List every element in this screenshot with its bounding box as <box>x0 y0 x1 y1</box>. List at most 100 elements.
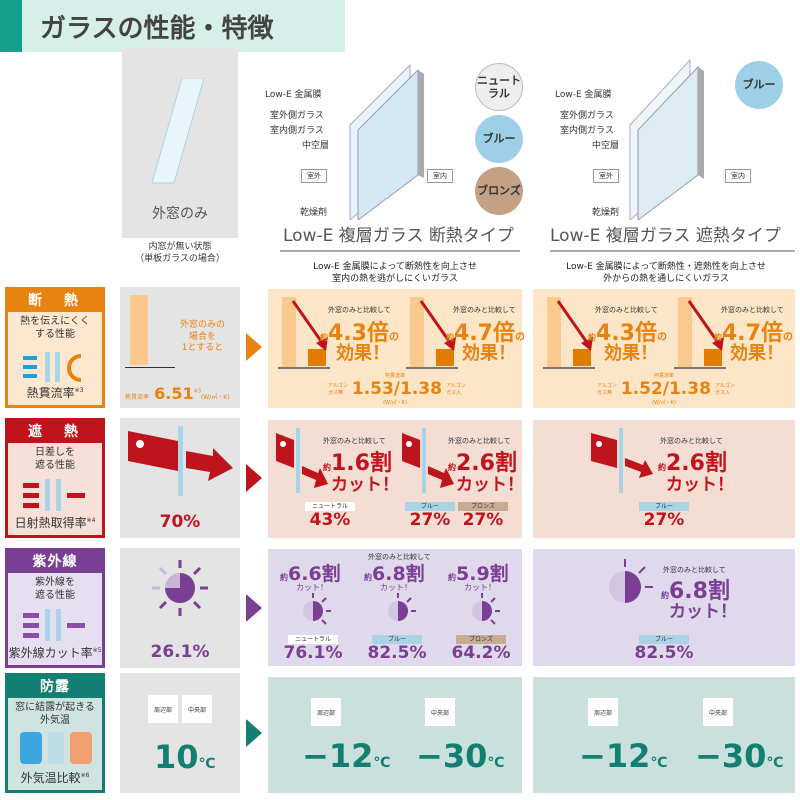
label-inside: 室内 <box>725 169 751 183</box>
compare-text: 外窓のみと比較して <box>721 306 784 314</box>
compare-text: 外窓のみと比較して <box>368 553 431 561</box>
effect-value: 4.7倍 <box>454 321 515 346</box>
cut-value: 6.8割 <box>372 563 425 585</box>
solar-base-panel: 70% <box>120 418 240 538</box>
sunlight-arrow-icon <box>402 428 454 493</box>
arrow-right-icon <box>246 719 262 747</box>
approx-text: 約 <box>320 333 328 342</box>
approx-text: 約 <box>661 591 669 600</box>
base-temp: 10 <box>154 738 199 776</box>
color-chip-neutral: ニュートラル <box>288 635 338 644</box>
compare-text: 外窓のみと比較して <box>663 566 726 574</box>
single-glass-icon <box>152 78 205 184</box>
color-chip-blue: ブルー <box>639 635 689 644</box>
heat-flow-icon <box>23 352 82 382</box>
footnote: ※4 <box>86 517 96 524</box>
label-outer-glass: 室外側ガラス <box>270 111 324 121</box>
title-accent <box>0 0 22 52</box>
unit: (W/㎡・K) <box>200 394 230 401</box>
row-label-dew: 防露 窓に結露が起きる 外気温 外気温比較※6 <box>5 673 105 793</box>
title-banner <box>0 0 345 52</box>
label-low-e: Low-E 金属膜 <box>265 90 322 100</box>
edge-label: 周辺部 <box>148 695 178 723</box>
type-description: Low-E 金属膜によって断熱性を向上させ 室内の熱を逃がしにくいガラス <box>313 262 477 285</box>
glass-icon <box>48 732 64 764</box>
cold-thermometer-icon <box>20 732 42 764</box>
u-value: 1.52/1.38 <box>620 379 711 399</box>
cut-text: カット！ <box>456 475 524 495</box>
compare-text: 外窓のみと比較して <box>323 437 386 445</box>
warm-thermometer-icon <box>70 732 92 764</box>
effect-value: 4.7倍 <box>722 321 783 346</box>
row-label-uv: 紫外線 紫外線を 遮る性能 紫外線カット率※5 <box>5 548 105 668</box>
row-subtitle: 紫外線を 遮る性能 <box>35 577 75 601</box>
effect-text: 効果！ <box>730 343 784 364</box>
compare-text: 外窓のみと比較して <box>448 437 511 445</box>
label-desiccant: 乾燥剤 <box>592 208 620 218</box>
suffix-text: の <box>388 332 399 343</box>
cut-value: 2.6割 <box>456 451 517 476</box>
suffix-text: の <box>656 332 667 343</box>
page-title: ガラスの性能・特徴 <box>40 14 274 44</box>
center-label: 中央部 <box>703 698 733 726</box>
cut-value: 2.6割 <box>666 451 727 476</box>
heat-base-panel: 外窓のみの 場合を 1とすると 熱貫流率 6.51※3(W/㎡・K) <box>120 287 240 408</box>
baseline <box>125 367 175 368</box>
cut-text: カット！ <box>666 475 734 495</box>
double-glass-diagram <box>349 63 424 220</box>
base-value: 26.1% <box>150 642 210 662</box>
solar-value: 27% <box>462 510 504 530</box>
swatch-bronze: ブロンズ <box>475 167 523 215</box>
u-value: 1.53/1.38 <box>351 379 442 399</box>
effect-text: 効果！ <box>462 343 516 364</box>
uv-value: 64.2% <box>451 643 511 663</box>
approx-text: 約 <box>448 573 456 582</box>
center-label: 中央部 <box>425 698 455 726</box>
row-footer: 日射熱取得率 <box>14 516 87 530</box>
arrow-right-icon <box>246 464 262 492</box>
row-heading: 防露 <box>8 676 102 698</box>
label-outside: 室外 <box>593 169 619 183</box>
edge-label: 周辺部 <box>311 698 341 726</box>
base-value: 70% <box>159 512 201 532</box>
outer-window-panel: 外窓のみ <box>122 48 238 238</box>
dew-card-solar: 周辺部 中央部 −12℃ −30℃ <box>533 677 795 793</box>
insulation-type-header: Low-E 金属膜 室外側ガラス 室内側ガラス 中空層 室外 室内 乾燥剤 ニュ… <box>265 55 525 285</box>
unit: ℃ <box>766 755 784 771</box>
suffix-text: の <box>782 332 793 343</box>
approx-text: 約 <box>588 333 596 342</box>
solar-flow-icon <box>23 479 85 511</box>
color-chip-blue: ブルー <box>405 502 455 511</box>
sunlight-arrow-icon <box>591 428 653 493</box>
compare-text: 外窓のみと比較して <box>660 437 723 445</box>
heat-card-solar: 外窓のみと比較して 約4.3倍の 効果！ 外窓のみと比較して 約4.7倍の 効果… <box>533 289 795 408</box>
label-low-e: Low-E 金属膜 <box>555 90 612 100</box>
label-inner-glass: 室内側ガラス <box>560 126 614 136</box>
label-inside: 室内 <box>427 169 453 183</box>
center-label: 中央部 <box>182 695 212 723</box>
sunlight-arrow-icon <box>276 428 328 493</box>
down-arrow-icon <box>687 300 724 351</box>
cut-value: 6.8割 <box>669 579 730 604</box>
uv-sun-icon <box>388 593 416 621</box>
divider <box>280 250 520 252</box>
row-heading: 遮 熱 <box>8 421 102 443</box>
approx-text: 約 <box>446 333 454 342</box>
unit: (W/㎡・K) <box>383 400 407 406</box>
base-value: 6.51 <box>154 384 194 403</box>
row-subtitle: 日差しを 遮る性能 <box>35 447 75 471</box>
unit: ℃ <box>373 755 391 771</box>
uv-sun-icon <box>303 593 331 625</box>
cut-value: 6.6割 <box>288 563 341 585</box>
dew-base-panel: 周辺部 中央部 10℃ <box>120 673 240 793</box>
down-arrow-icon <box>291 300 328 351</box>
outer-window-label: 外窓のみ <box>152 206 208 222</box>
type-description: Low-E 金属膜によって断熱性・遮熱性を向上させ 外からの熱を通しにくいガラス <box>566 262 766 285</box>
uv-card-solar: 外窓のみと比較して 約6.8割 カット！ ブルー 82.5% <box>533 549 795 666</box>
effect-text: 効果！ <box>336 343 390 364</box>
uv-card-insulation: 外窓のみと比較して 約6.6割 カット！ 約6.8割 カット！ 約5.9割 カッ… <box>268 549 522 666</box>
cut-text: カット！ <box>296 583 328 592</box>
cut-value: 5.9割 <box>456 563 509 585</box>
value-label: 熱貫流率 <box>125 394 150 401</box>
outer-window-caption: 内窓が無い状態 （単板ガラスの場合） <box>135 242 225 264</box>
